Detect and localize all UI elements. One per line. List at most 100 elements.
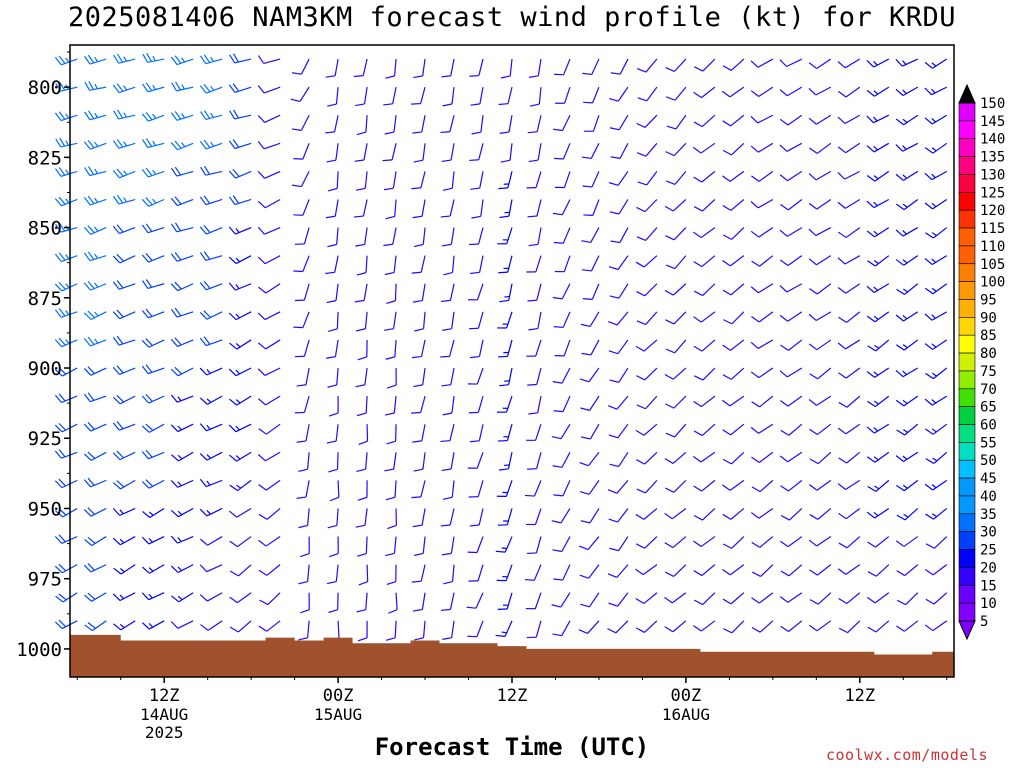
barb-flag-full [665,403,675,409]
barb-flag-full [664,596,673,604]
wind-barb [526,171,542,189]
wind-barb [751,311,774,323]
barb-shaft [816,339,832,351]
wind-barb [83,251,107,262]
barb-flag-half [235,257,241,263]
barb-flag-full [723,628,733,634]
barb-flag-full [257,85,265,94]
wind-barb [411,480,426,499]
wind-barb [808,86,832,96]
wind-barb [467,452,484,469]
wind-barb [328,452,339,473]
wind-barb [499,367,513,387]
wind-barb [386,283,397,305]
x-tick-label: 12Z [149,686,180,706]
barb-flag-full [751,401,760,408]
barb-flag-full [141,425,150,433]
wind-barb [693,199,716,212]
barb-flag-full [258,513,268,520]
barb-flag-full [142,566,150,574]
barb-shaft [617,255,629,270]
barb-shaft [903,536,919,547]
barb-shaft [815,311,832,321]
barb-flag-full [837,231,847,239]
barb-shaft [535,536,542,554]
barb-flag-full [200,111,207,120]
barb-shaft [176,311,194,318]
barb-flag-full [170,454,179,462]
barb-shaft [904,423,919,436]
barb-flag-full [466,606,477,609]
wind-barb [665,255,687,270]
barb-shaft [478,339,484,357]
barb-flag-full [257,226,265,235]
barb-flag-full [412,524,423,528]
barb-shaft [874,311,890,323]
wind-barb [838,536,861,549]
barb-shaft [847,620,861,634]
wind-barb [199,423,223,432]
barb-shaft [263,142,281,150]
barb-flag-full [636,290,646,297]
wind-barb [895,536,919,547]
wind-barb [809,592,832,605]
color-scale-label: 115 [980,221,1005,237]
barb-flag-full [112,507,121,516]
wind-barb [609,536,629,552]
wind-barb [779,367,803,378]
wind-barb [692,142,716,154]
wind-barb [779,592,803,603]
barb-shaft [205,58,223,65]
barb-flag-half [932,457,938,462]
barb-shaft [421,115,426,133]
wind-barb [353,199,368,218]
barb-shaft [90,311,107,321]
barb-flag-full [383,187,394,191]
wind-barb [500,58,513,79]
barb-shaft [644,536,658,549]
wind-barb [837,86,861,98]
color-scale-label: 15 [980,578,997,594]
barb-shaft [875,339,890,352]
barb-flag-full [59,137,66,147]
barb-flag-full [112,281,120,290]
barb-flag-full [112,140,120,149]
wind-barb [750,198,774,209]
wind-barb [386,424,397,445]
barb-flag-full [665,264,676,270]
barb-shaft [787,170,803,182]
barb-shaft [674,86,687,101]
color-scale-swatch [958,299,976,318]
barb-flag-full [83,564,92,573]
barb-flag-full [635,429,645,436]
barb-shaft [392,171,397,189]
wind-barb [552,452,571,468]
source-credit[interactable]: coolwx.com/models [826,746,989,764]
barb-flag-full [412,215,423,219]
barb-flag-full [779,174,788,182]
wind-barb [442,480,455,500]
barb-shaft [118,142,136,149]
wind-barb [229,109,252,120]
wind-barb [924,339,948,350]
barb-shaft [176,58,194,66]
wind-barb [867,620,890,633]
wind-barb [895,86,919,97]
barb-flag-full [356,272,367,276]
wind-barb [113,620,136,631]
barb-flag-full [524,494,535,497]
barb-shaft [561,283,571,300]
barb-flag-full [54,57,62,66]
color-scale-swatch [958,263,976,282]
barb-flag-half [902,455,908,460]
wind-barb [526,536,542,555]
wind-barb [582,58,600,76]
barb-shaft [758,423,774,434]
wind-barb [837,114,861,124]
wind-barb [608,592,629,607]
wind-barb [468,564,484,582]
barb-shaft [731,620,745,634]
barb-flag-full [751,260,760,267]
barb-shaft [564,86,571,104]
barb-flag-full [145,167,153,176]
